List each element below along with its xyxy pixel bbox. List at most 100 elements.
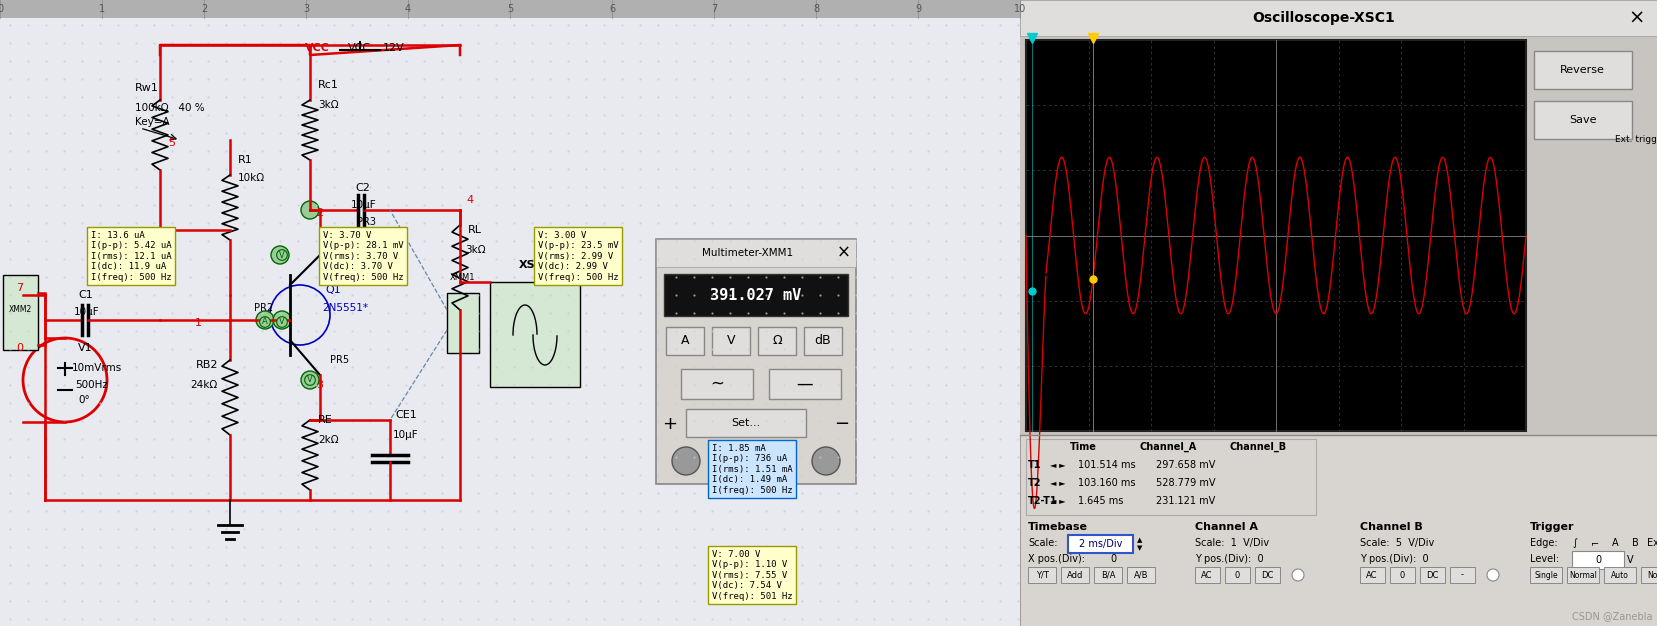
Text: 500Hz: 500Hz: [75, 380, 108, 390]
Bar: [1026, 40, 1526, 431]
Text: Oscilloscope-XSC1: Oscilloscope-XSC1: [1253, 11, 1395, 25]
Text: dB: dB: [815, 334, 832, 347]
Bar: [1127, 567, 1155, 583]
Text: 0: 0: [1110, 554, 1117, 564]
Bar: [0, 0, 1021, 626]
Text: Key=A: Key=A: [134, 117, 169, 127]
Text: Scale:: Scale:: [1027, 538, 1057, 548]
Text: V: V: [278, 317, 285, 327]
Text: Rw1: Rw1: [134, 83, 159, 93]
Bar: [1640, 567, 1657, 583]
Text: 4: 4: [404, 4, 411, 14]
Bar: [1225, 567, 1249, 583]
Circle shape: [302, 201, 320, 219]
Text: Channel_B: Channel_B: [1229, 442, 1286, 452]
Text: 0: 0: [1400, 570, 1405, 580]
Text: Multimeter-XMM1: Multimeter-XMM1: [703, 248, 794, 258]
Circle shape: [302, 371, 320, 389]
Bar: [1254, 567, 1279, 583]
Text: Y/T: Y/T: [1036, 570, 1049, 580]
Text: Auto: Auto: [1611, 570, 1629, 580]
Text: 0: 0: [0, 4, 3, 14]
Text: X pos.(Div):: X pos.(Div):: [1027, 554, 1085, 564]
Circle shape: [273, 311, 292, 329]
Text: Q1: Q1: [325, 285, 341, 295]
Circle shape: [1486, 569, 1500, 581]
Text: Save: Save: [1569, 115, 1597, 125]
Bar: [666, 327, 704, 355]
Text: Single: Single: [1534, 570, 1558, 580]
Text: Channel A: Channel A: [1195, 522, 1258, 532]
Text: PR3: PR3: [356, 217, 376, 227]
Text: 2: 2: [200, 4, 207, 14]
Text: AC: AC: [1201, 570, 1213, 580]
Bar: [1069, 535, 1133, 553]
Text: ◄ ►: ◄ ►: [1051, 478, 1065, 488]
Text: V: V: [727, 334, 736, 347]
Bar: [1450, 567, 1475, 583]
Text: ⌐: ⌐: [1591, 538, 1599, 548]
Text: C1: C1: [78, 290, 93, 300]
Bar: [1604, 567, 1635, 583]
Circle shape: [1292, 569, 1304, 581]
Text: 10µF: 10µF: [393, 430, 419, 440]
Text: Reverse: Reverse: [1561, 65, 1606, 75]
Bar: [686, 409, 805, 437]
Text: RB2: RB2: [196, 360, 219, 370]
Text: T1: T1: [1027, 460, 1042, 470]
Text: PR2: PR2: [254, 303, 273, 313]
Text: VCC: VCC: [348, 43, 371, 53]
Circle shape: [673, 447, 699, 475]
Text: None: None: [1647, 570, 1657, 580]
Text: 6: 6: [608, 4, 615, 14]
Text: RL: RL: [467, 225, 482, 235]
Text: 0: 0: [1596, 555, 1601, 565]
Text: Add: Add: [1067, 570, 1084, 580]
Text: 1: 1: [196, 318, 202, 328]
Text: ◄ ►: ◄ ►: [1051, 496, 1065, 506]
Bar: [1568, 567, 1599, 583]
Bar: [1360, 567, 1385, 583]
Text: V: V: [1627, 555, 1634, 565]
Text: XSC1: XSC1: [519, 260, 552, 270]
Text: 1: 1: [99, 4, 104, 14]
Text: A: A: [1612, 538, 1619, 548]
Bar: [0, 0, 1021, 18]
Text: 2 ms/Div: 2 ms/Div: [1079, 539, 1123, 549]
Text: ×: ×: [1629, 9, 1645, 28]
Bar: [1060, 567, 1089, 583]
Text: V: 3.70 V
V(p-p): 28.1 mV
V(rms): 3.70 V
V(dc): 3.70 V
V(freq): 500 Hz: V: 3.70 V V(p-p): 28.1 mV V(rms): 3.70 V…: [323, 231, 404, 282]
Bar: [769, 369, 842, 399]
Bar: [1026, 439, 1316, 515]
Text: Edge:: Edge:: [1529, 538, 1558, 548]
Text: 7: 7: [711, 4, 717, 14]
Text: 5: 5: [167, 138, 176, 148]
Text: Channel_A: Channel_A: [1140, 442, 1196, 452]
Text: V: 7.00 V
V(p-p): 1.10 V
V(rms): 7.55 V
V(dc): 7.54 V
V(freq): 501 Hz: V: 7.00 V V(p-p): 1.10 V V(rms): 7.55 V …: [713, 550, 792, 600]
Text: 7: 7: [17, 283, 23, 293]
Text: 12V: 12V: [383, 43, 404, 53]
Text: RE: RE: [318, 415, 333, 425]
Bar: [757, 327, 795, 355]
Text: DC: DC: [1425, 570, 1438, 580]
Bar: [1027, 567, 1056, 583]
Text: B: B: [1632, 538, 1639, 548]
Text: VCC: VCC: [305, 43, 330, 53]
Text: ▲: ▲: [1137, 537, 1143, 543]
Text: 0: 0: [17, 343, 23, 353]
Text: XMM2: XMM2: [8, 305, 31, 314]
Text: Trigger: Trigger: [1529, 522, 1574, 532]
Text: 101.514 ms: 101.514 ms: [1079, 460, 1135, 470]
Bar: [1195, 567, 1220, 583]
Bar: [656, 239, 857, 484]
Circle shape: [272, 246, 288, 264]
Text: 103.160 ms: 103.160 ms: [1079, 478, 1135, 488]
Text: 391.027 mV: 391.027 mV: [711, 287, 802, 302]
Bar: [1390, 567, 1415, 583]
Bar: [1572, 551, 1624, 569]
Bar: [1021, 0, 1657, 626]
Text: 297.658 mV: 297.658 mV: [1157, 460, 1215, 470]
Text: AC: AC: [1367, 570, 1377, 580]
Text: Normal: Normal: [1569, 570, 1597, 580]
Text: PR4: PR4: [356, 230, 376, 240]
